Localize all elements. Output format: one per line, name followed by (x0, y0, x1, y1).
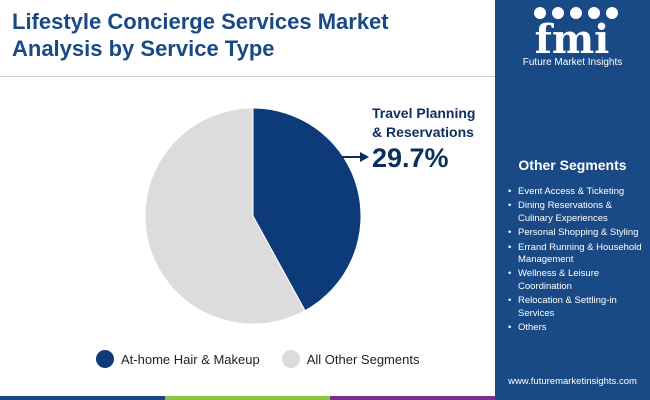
legend-swatch-hair-makeup (96, 350, 114, 368)
legend-label-other-segments: All Other Segments (306, 351, 420, 367)
bottom-bar-segment (165, 396, 330, 400)
other-segments-title: Other Segments (518, 157, 627, 173)
segment-item: Errand Running & Household Management (507, 242, 647, 267)
legend-label-hair-makeup: At-home Hair & Makeup (121, 351, 260, 367)
segment-item: Relocation & Settling-in Services (507, 295, 647, 320)
annotation-value: 29.7% (372, 143, 449, 173)
pie-slice-hair-makeup (252, 107, 362, 312)
legend-swatch-other-segments (281, 350, 300, 368)
bottom-color-bar (0, 396, 650, 400)
fmi-logo: fmi (534, 7, 618, 63)
segment-item: Dining Reservations & Culinary Experienc… (507, 200, 647, 225)
legend: At-home Hair & Makeup All Other Segments (96, 350, 419, 368)
legend-item-hair-makeup: At-home Hair & Makeup (96, 350, 260, 368)
bottom-bar-segment (0, 396, 165, 400)
website-url[interactable]: www.futuremarketinsights.com (508, 376, 637, 387)
other-segments-list: Event Access & Ticketing Dining Reservat… (507, 186, 647, 336)
segment-item: Event Access & Ticketing (507, 186, 647, 199)
pie-chart (144, 107, 369, 325)
legend-item-other-segments: All Other Segments (281, 350, 420, 368)
title-divider (0, 76, 495, 77)
bottom-bar-segment (330, 396, 495, 400)
bottom-bar-segment (495, 396, 650, 400)
logo-caption: Future Market Insights (522, 57, 623, 68)
pie-slice-other-segments (144, 107, 306, 325)
sidebar: fmi Future Market Insights Other Segment… (495, 0, 650, 400)
pie-slices (144, 107, 362, 325)
slice-annotation: Travel Planning & Reservations 29.7% (372, 104, 487, 173)
logo-letters: fmi (535, 16, 610, 63)
chart-title: Lifestyle Concierge Services Market Anal… (12, 9, 389, 61)
segment-item: Others (507, 322, 647, 335)
segment-item: Personal Shopping & Styling (507, 227, 647, 240)
annotation-label: Travel Planning & Reservations (372, 105, 476, 140)
segment-item: Wellness & Leisure Coordination (507, 268, 647, 293)
annotation-arrowhead (360, 152, 369, 162)
